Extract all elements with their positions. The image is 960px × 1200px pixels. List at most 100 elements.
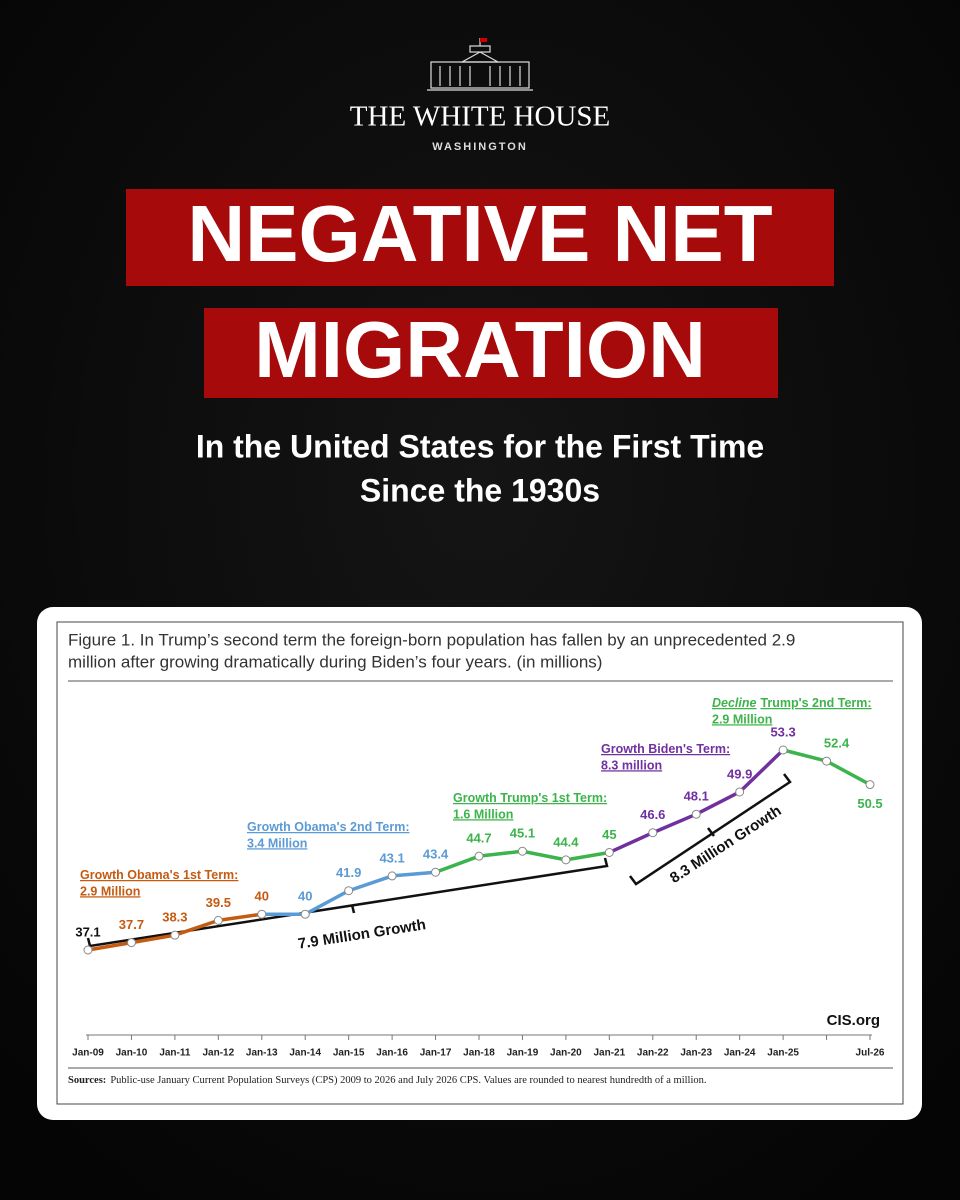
point [691,809,701,819]
headline-banner [204,308,778,398]
value-label: 44.7 [466,831,491,846]
line-segment [433,854,481,874]
headline: NEGATIVE NET [187,189,772,278]
point [387,871,397,881]
annotation: Growth Biden's Term: [601,742,730,756]
logo [427,38,533,91]
bracket [86,773,792,948]
point [170,930,180,940]
value-label: 46.6 [640,807,665,822]
figure-title: million after growing dramatically durin… [68,652,602,671]
line-segment [390,870,438,878]
value-label: 50.5 [857,796,882,811]
point [735,787,745,797]
value-label: 53.3 [770,724,795,739]
line-segment [173,918,221,937]
x-tick-label: Jan-20 [550,1048,582,1059]
value-label: 43.4 [423,847,449,862]
annotation: Decline Trump's 2nd Term: [712,696,872,710]
x-tick-label: Jan-09 [72,1048,104,1059]
value-label: 45.1 [510,826,535,841]
x-tick-label: Jan-23 [680,1048,712,1059]
x-tick-label: Jan-19 [507,1048,539,1059]
annotation: Growth Obama's 2nd Term: [247,820,410,834]
source-text: Public-use January Current Population Su… [110,1075,706,1086]
annotation: Growth Obama's 1st Term: [80,868,238,882]
point [822,756,832,766]
line-segment [694,790,742,816]
point [300,909,310,919]
x-tick-label: Jan-22 [637,1048,669,1059]
line-segment [781,748,829,763]
line-segment [477,849,525,858]
value-label: 49.9 [727,766,752,781]
x-tick-label: Jan-15 [333,1048,365,1059]
figure-title: Figure 1. In Trump’s second term the for… [68,630,795,649]
point [474,851,484,861]
annotation-text: Trump's 2nd Term: [760,696,871,710]
subtitle: In the United States for the First Time [196,428,764,464]
figure-frame [56,621,904,1105]
value-label: 41.9 [336,865,361,880]
line-segment [607,830,655,855]
annotation-text: Growth Obama's 1st Term: [80,868,238,882]
x-tick-label: Jul-26 [856,1048,885,1059]
annotation-text: Growth Obama's 2nd Term: [247,820,410,834]
headline: MIGRATION [254,305,706,394]
card [37,607,922,1120]
x-tick-label: Jan-10 [116,1048,148,1059]
point [648,828,658,838]
point [517,846,527,856]
x-tick-label: Jan-17 [420,1048,452,1059]
line-segment [824,759,872,787]
value-label: 52.4 [824,736,850,751]
value-label: 37.1 [75,924,100,939]
headline-banner [126,189,834,286]
line-segment [129,933,177,945]
point [213,915,223,925]
value-label: 40 [298,889,312,904]
line-segment [651,812,698,835]
subtitle: Since the 1930s [360,472,600,508]
annotation-text: Growth Biden's Term: [601,742,730,756]
x-tick-label: Jan-18 [463,1048,495,1059]
x-tick-label: Jan-21 [593,1048,625,1059]
x-tick-label: Jan-13 [246,1048,278,1059]
annotation-text: Growth Trump's 1st Term: [453,791,607,805]
value-label: 37.7 [119,917,144,932]
annotation: 2.9 Million [712,712,772,726]
x-tick-label: Jan-25 [767,1048,799,1059]
point [344,886,354,896]
brand: THE WHITE HOUSE [350,101,610,133]
line-segment [564,850,612,862]
value-label: 48.1 [684,789,709,804]
line-segment [303,888,351,916]
value-label: 38.3 [162,910,187,925]
x-tick-label: Jan-14 [289,1048,321,1059]
annotation: 2.9 Million [80,884,140,898]
point [257,909,267,919]
annotation: 3.4 Million [247,836,307,850]
value-label: 45 [602,827,616,842]
point [431,867,441,877]
place: WASHINGTON [432,141,528,153]
line-segment [86,940,134,952]
line-segment [737,748,785,794]
point [561,855,571,865]
x-tick-label: Jan-24 [724,1048,756,1059]
annotation: Growth Trump's 1st Term: [453,791,607,805]
annotation: 8.3 million [601,758,662,772]
value-label: 40 [255,889,269,904]
line-segment [216,912,264,923]
line-segment [520,849,568,862]
source: Sources: Public-use January Current Popul… [68,1075,707,1086]
line-segment [346,874,394,893]
value-label: 44.4 [553,834,579,849]
credit: CIS.org [827,1012,880,1029]
annotation-lead: Decline [712,696,757,710]
point [604,847,614,857]
point [778,745,788,755]
annotation: 1.6 Million [453,807,513,821]
point [865,780,875,790]
